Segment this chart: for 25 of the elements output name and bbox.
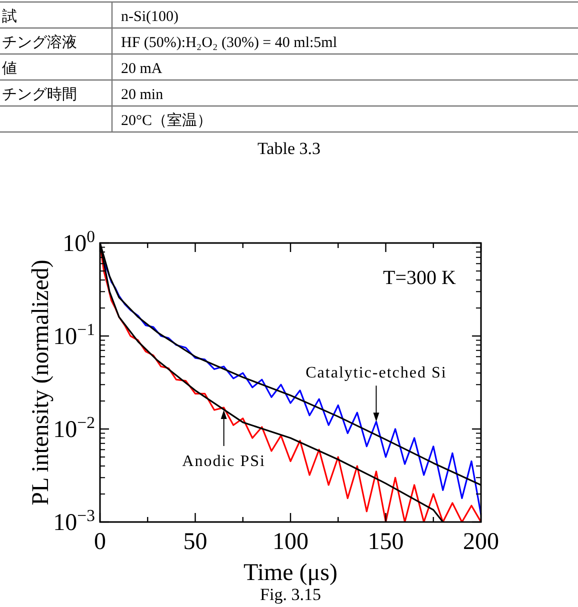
text: 試: [2, 9, 17, 25]
text: チング溶液: [2, 35, 77, 51]
text: 値: [2, 61, 17, 77]
caption: Table 3.3: [257, 139, 321, 158]
y-tick-label: 10$^{0}$: [62, 226, 95, 257]
annotation: Catalytic-etched Si: [306, 364, 447, 382]
text: n-Si(100): [121, 9, 178, 25]
text: 20 min: [121, 87, 164, 103]
y-tick-label: 10$^{−1}$: [53, 320, 95, 350]
y-tick-label: 10$^{−3}$: [53, 506, 95, 536]
text: HF (50%):H₂O₂ (30%) = 40 ml:5ml: [121, 35, 337, 51]
caption: Fig. 3.15: [260, 585, 321, 604]
x-tick-label: 200: [463, 529, 499, 555]
x-axis-title: Time (μs): [244, 560, 338, 586]
x-tick-label: 0: [94, 529, 106, 555]
annotation: T=300 K: [383, 267, 457, 289]
text: チング時間: [2, 87, 77, 103]
x-tick-label: 150: [368, 529, 404, 555]
y-tick-label: 10$^{−2}$: [53, 412, 95, 443]
annotation: Anodic PSi: [182, 453, 266, 470]
text: 20°C（室温）: [121, 113, 212, 129]
x-tick-label: 50: [183, 529, 208, 555]
text: 20 mA: [121, 61, 162, 77]
x-tick-label: 100: [272, 529, 308, 555]
y-axis-title: PL intensity (normalized): [28, 260, 54, 506]
